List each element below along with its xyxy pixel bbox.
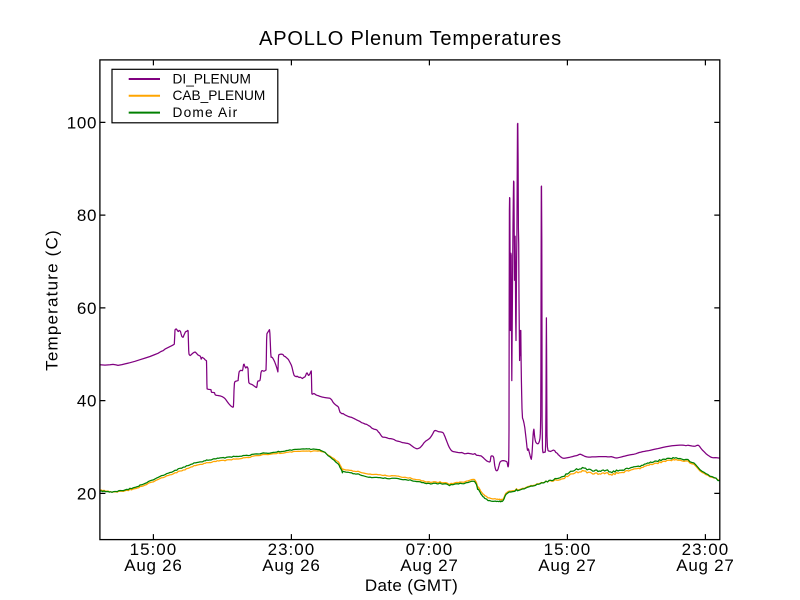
svg-text:15:00: 15:00 [130,540,178,559]
svg-text:CAB_PLENUM: CAB_PLENUM [173,88,266,103]
svg-text:Aug 27: Aug 27 [400,556,458,575]
svg-text:80: 80 [77,206,97,225]
svg-text:60: 60 [77,299,97,318]
svg-text:15:00: 15:00 [544,540,592,559]
svg-text:DI_PLENUM: DI_PLENUM [173,71,251,86]
svg-text:23:00: 23:00 [268,540,316,559]
svg-text:Temperature (C): Temperature (C) [43,229,62,371]
svg-text:Dome Air: Dome Air [173,105,239,120]
svg-text:40: 40 [77,392,97,411]
svg-text:20: 20 [77,484,97,503]
svg-text:Aug 27: Aug 27 [676,556,734,575]
svg-text:Aug 27: Aug 27 [538,556,596,575]
svg-text:07:00: 07:00 [406,540,454,559]
svg-text:23:00: 23:00 [682,540,730,559]
svg-text:Aug 26: Aug 26 [124,556,182,575]
svg-text:APOLLO Plenum Temperatures: APOLLO Plenum Temperatures [259,28,562,50]
svg-text:Date (GMT): Date (GMT) [365,576,458,595]
svg-text:Aug 26: Aug 26 [262,556,320,575]
svg-text:100: 100 [67,113,97,132]
